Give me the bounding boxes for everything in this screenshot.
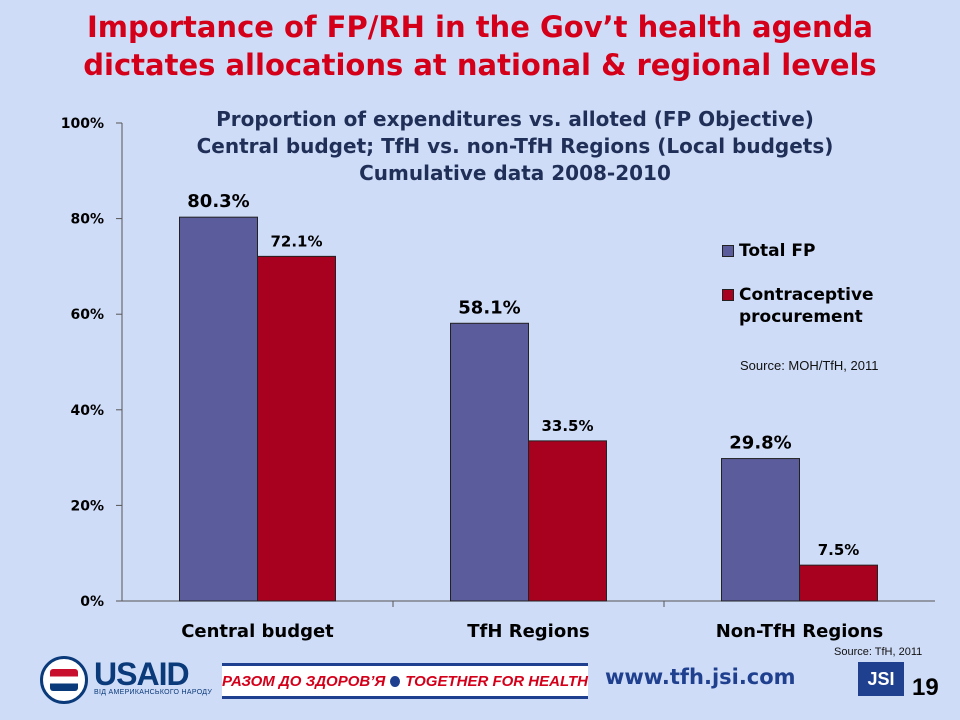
chart-title-line-1: Proportion of expenditures vs. alloted (…: [216, 107, 814, 131]
bar-contraceptive: [528, 440, 607, 602]
usaid-logo-subtext: ВІД АМЕРИКАНСЬКОГО НАРОДУ: [94, 689, 213, 696]
bar-total-fp: [450, 322, 529, 602]
legend-item-contraceptive: Contraceptive procurement: [722, 284, 909, 328]
y-tick-label: 100%: [61, 116, 104, 132]
website-link[interactable]: www.tfh.jsi.com: [605, 665, 796, 689]
data-label: 33.5%: [541, 417, 593, 435]
slide-title-line-2: dictates allocations at national & regio…: [83, 48, 877, 82]
chart-title-line-2: Central budget; TfH vs. non-TfH Regions …: [196, 134, 834, 158]
legend-label-total-fp: Total FP: [739, 241, 816, 261]
bar-total-fp: [721, 458, 800, 602]
usaid-logo: USAID: [94, 656, 190, 692]
slide-title-line-1: Importance of FP/RH in the Gov’t health …: [87, 10, 873, 44]
data-label: 29.8%: [729, 433, 791, 454]
usaid-seal-icon: [40, 656, 88, 704]
x-tick-label: Non-TfH Regions: [716, 621, 884, 642]
source-note-moh: Source: MOH/TfH, 2011: [740, 358, 879, 373]
jsi-logo: JSI: [858, 662, 904, 696]
y-tick-label: 60%: [70, 307, 104, 323]
y-tick-label: 80%: [70, 212, 104, 228]
source-note-tfh: Source: TfH, 2011: [834, 646, 923, 658]
together-banner-right-text: TOGETHER FOR HEALTH: [405, 672, 588, 690]
y-tick-label: 40%: [70, 403, 104, 419]
together-dot-icon: [390, 675, 401, 687]
x-tick-label: TfH Regions: [467, 621, 589, 642]
chart-title: Proportion of expenditures vs. alloted (…: [110, 106, 920, 187]
y-tick-label: 0%: [80, 594, 104, 610]
bar-total-fp: [179, 216, 258, 602]
usaid-shield-icon: [50, 669, 78, 691]
legend-swatch-contraceptive: [722, 289, 734, 301]
chart-legend: Total FP Contraceptive procurement: [722, 240, 909, 350]
data-label: 80.3%: [187, 191, 249, 212]
together-for-health-banner: РАЗОМ ДО ЗДОРОВ’Я TOGETHER FOR HEALTH: [222, 663, 588, 699]
bar-contraceptive: [257, 255, 336, 602]
slide-title: Importance of FP/RH in the Gov’t health …: [0, 8, 960, 84]
legend-item-total-fp: Total FP: [722, 240, 909, 262]
data-label: 7.5%: [818, 541, 860, 559]
x-tick-label: Central budget: [181, 621, 334, 642]
data-label: 72.1%: [270, 232, 322, 250]
together-banner-left-text: РАЗОМ ДО ЗДОРОВ’Я: [222, 672, 386, 690]
chart-title-line-3: Cumulative data 2008-2010: [359, 161, 671, 185]
page-number: 19: [912, 674, 939, 701]
y-tick-label: 20%: [70, 498, 104, 514]
legend-swatch-total-fp: [722, 245, 734, 257]
legend-label-contraceptive: Contraceptive procurement: [739, 285, 874, 327]
bar-contraceptive: [799, 564, 878, 602]
data-label: 58.1%: [458, 297, 520, 318]
bar-chart: 0% 20% 40% 60% 80% 100% Central budget 80.3% 72.…: [61, 116, 935, 642]
